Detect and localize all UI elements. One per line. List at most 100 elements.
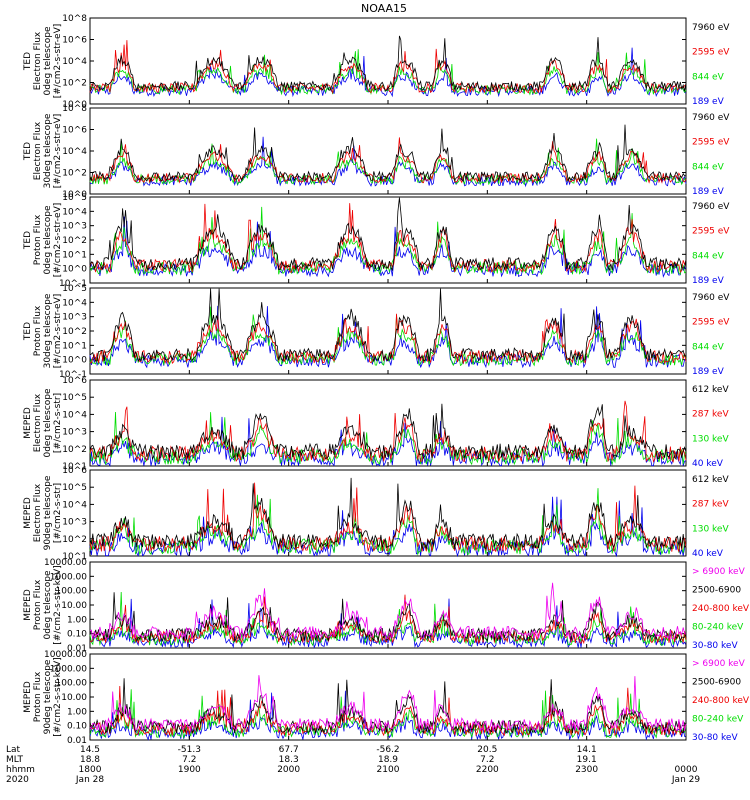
y-tick-label: 10^5 (62, 483, 87, 493)
y-axis-title-line: 30deg telescope (43, 293, 53, 368)
y-tick-label: 10^2 (62, 327, 87, 337)
legend-entry: 40 keV (692, 459, 724, 469)
legend-entry: 7960 eV (692, 293, 730, 303)
series-trace-black (89, 124, 687, 183)
y-tick-label: 0.01 (67, 644, 87, 654)
x-tick-label: 18.8 (80, 755, 100, 765)
series-trace-magenta (89, 675, 687, 733)
x-tick-label: 20.5 (477, 745, 497, 755)
x-tick-label: -51.3 (178, 745, 201, 755)
y-tick-label: 10^2 (62, 445, 87, 455)
y-tick-label: 10^-1 (59, 279, 87, 289)
x-tick-label: 19.1 (577, 755, 597, 765)
y-tick-label: 1000.00 (50, 664, 87, 674)
y-axis-title-line: Electron Flux (33, 31, 43, 90)
y-axis-title-line: MEPED (23, 407, 33, 439)
y-axis-title-line: TED (23, 322, 33, 341)
y-tick-label: 10^4 (62, 410, 87, 420)
y-tick-label: 10^3 (62, 518, 87, 528)
x-tick-label: Jan 28 (75, 775, 104, 785)
panel-7: 0.010.101.0010.00100.001000.0010000.00ME… (23, 558, 750, 654)
y-axis-title-line: Proton Flux (33, 305, 43, 356)
series-trace-black (89, 197, 687, 272)
y-tick-label: 10^4 (62, 500, 87, 510)
y-tick-label: 10000.00 (44, 650, 87, 660)
y-axis-title-line: MEPED (23, 589, 33, 621)
series-trace-black (89, 592, 687, 643)
x-row-label: hhmm (6, 765, 35, 775)
x-tick-label: 2100 (377, 765, 400, 775)
legend-entry: 189 eV (692, 187, 725, 197)
y-tick-label: 10^0 (62, 265, 87, 275)
y-axis-title-line: MEPED (23, 681, 33, 713)
y-tick-label: 10^5 (62, 193, 87, 203)
legend-entry: 844 eV (692, 251, 725, 261)
y-axis-title-line: 0deg telescope (43, 570, 53, 640)
legend-entry: 844 eV (692, 342, 725, 352)
y-tick-label: 10^3 (62, 428, 87, 438)
y-axis-title-line: [#/cm2-s-str-keV] (53, 657, 63, 736)
y-axis-title-line: [#/cm2-s-str] (53, 393, 63, 453)
x-row-label: 2020 (6, 775, 29, 785)
legend-entry: 240-800 keV (692, 696, 750, 706)
y-axis-title: MEPEDProton Flux90deg telescope[#/cm2-s-… (23, 657, 63, 736)
y-axis-title-line: TED (23, 52, 33, 71)
legend-entry: 80-240 keV (692, 715, 744, 725)
x-tick-label: 2000 (277, 765, 300, 775)
y-tick-label: 100.00 (56, 679, 88, 689)
x-tick-label: -56.2 (376, 745, 399, 755)
y-tick-label: 1000.00 (50, 572, 87, 582)
legend-entry: 844 eV (692, 162, 725, 172)
x-tick-label: 0000 (675, 765, 698, 775)
legend-entry: 189 eV (692, 276, 725, 286)
legend-entry: > 6900 keV (692, 567, 746, 577)
series-trace-black (89, 403, 687, 461)
y-axis-title-line: 90deg telescope (43, 659, 53, 734)
series-trace-blue (89, 136, 687, 188)
y-tick-label: 1.00 (67, 615, 87, 625)
panel-8: 0.010.101.0010.00100.001000.0010000.00ME… (23, 650, 750, 746)
legend-entry: 189 eV (692, 367, 725, 377)
y-tick-label: 10^4 (62, 57, 87, 67)
series-trace-red (89, 137, 687, 184)
y-tick-label: 10^3 (62, 313, 87, 323)
legend-entry: 287 keV (692, 410, 729, 420)
y-axis-title-line: 0deg telescope (43, 26, 53, 96)
y-tick-label: 10^3 (62, 222, 87, 232)
y-axis-title-line: [#/cm2-s-str-eV] (53, 203, 63, 278)
series-trace-black (89, 35, 687, 93)
y-tick-label: 10^2 (62, 79, 87, 89)
y-axis-title-line: Proton Flux (33, 214, 43, 265)
legend-entry: 130 keV (692, 524, 729, 534)
y-axis-title-line: [#/cm2-s-str-eV] (53, 294, 63, 369)
legend-entry: 612 keV (692, 385, 729, 395)
y-tick-label: 10^8 (62, 104, 87, 114)
series-trace-blue (89, 216, 687, 278)
y-tick-label: 10^1 (62, 462, 87, 472)
legend-entry: 2500-6900 (692, 678, 741, 688)
series-trace-red (89, 40, 687, 95)
series-trace-red (89, 685, 687, 737)
y-tick-label: 10^6 (62, 376, 87, 386)
x-tick-label: 1900 (178, 765, 201, 775)
legend-entry: 80-240 keV (692, 623, 744, 633)
y-axis-title: TEDProton Flux30deg telescope[#/cm2-s-st… (23, 293, 63, 368)
y-axis-title-line: MEPED (23, 497, 33, 529)
y-tick-label: 10^8 (62, 14, 87, 24)
y-axis-title-line: [#/cm2-s-str-eV] (53, 24, 63, 99)
y-tick-label: 10^-1 (59, 370, 87, 380)
y-axis-title-line: 30deg telescope (43, 113, 53, 188)
x-tick-label: 14.1 (577, 745, 597, 755)
legend-entry: 2500-6900 (692, 586, 741, 596)
legend-entry: 240-800 keV (692, 604, 750, 614)
y-axis-title-line: [#/cm2-s-str-keV] (53, 565, 63, 644)
legend-entry: 2595 eV (692, 48, 730, 58)
series-trace-black (89, 678, 687, 735)
y-axis-title-line: TED (23, 142, 33, 161)
x-tick-label: 1800 (79, 765, 102, 775)
